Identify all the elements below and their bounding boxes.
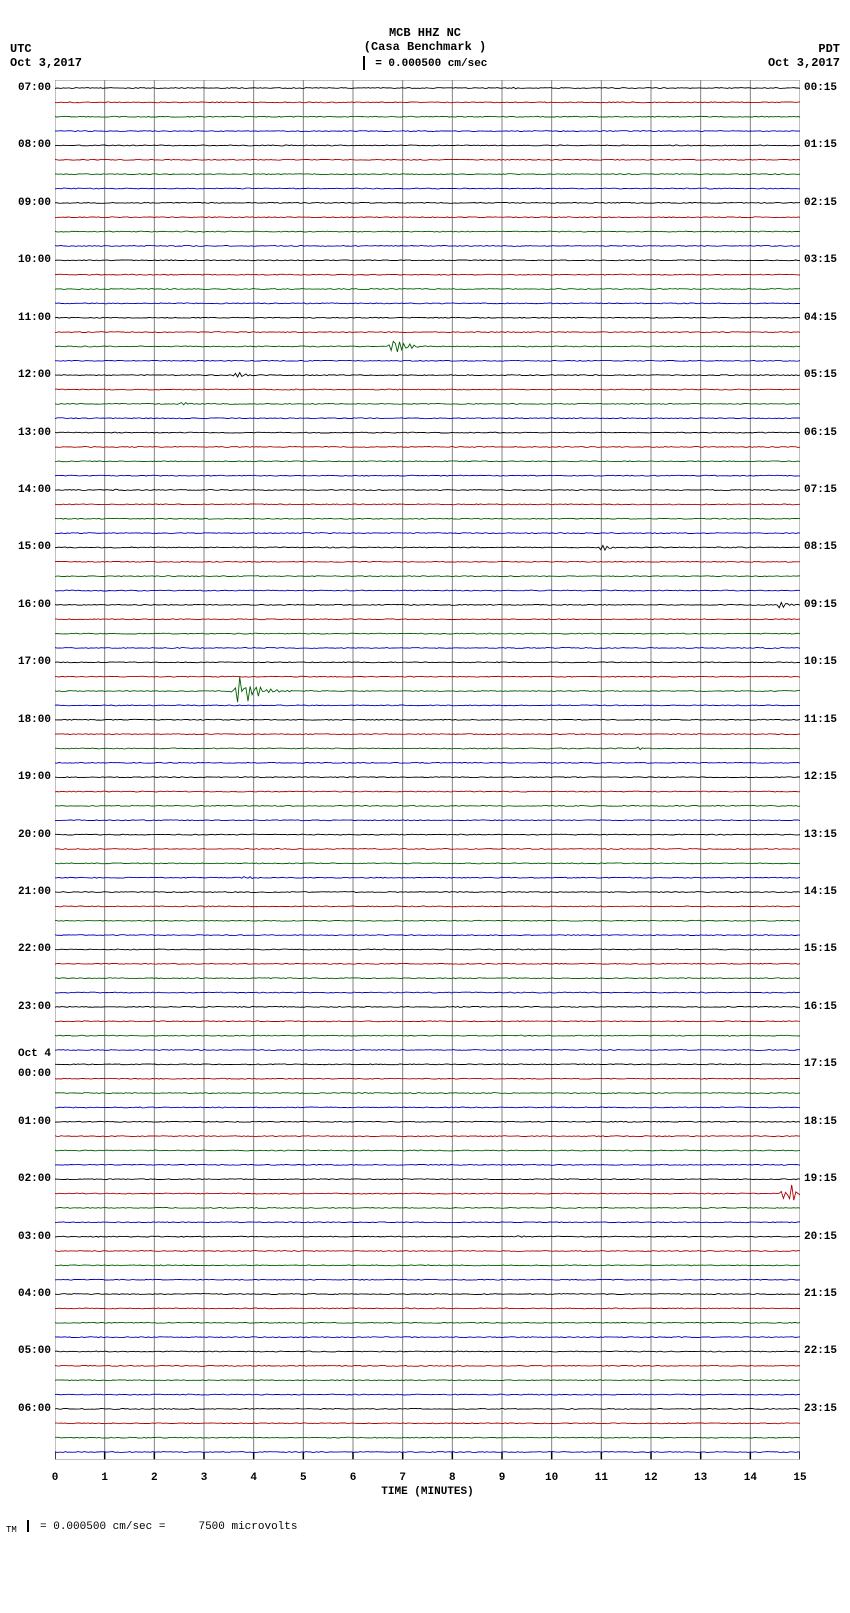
plot-area: 07:0008:0009:0010:0011:0012:0013:0014:00… [55, 80, 800, 1460]
left-hour-label: 23:00 [18, 1002, 51, 1013]
x-tick-label: 13 [694, 1472, 707, 1484]
left-hour-label: 09:00 [18, 198, 51, 209]
header: UTC Oct 3,2017 MCB HHZ NC (Casa Benchmar… [0, 0, 850, 80]
left-hour-label: 02:00 [18, 1174, 51, 1185]
trace [55, 619, 800, 620]
right-hour-label: 01:15 [804, 140, 837, 151]
left-hour-label: 16:00 [18, 600, 51, 611]
x-tick-label: 7 [399, 1472, 406, 1484]
left-hour-label: 08:00 [18, 140, 51, 151]
x-tick-label: 4 [250, 1472, 257, 1484]
right-hour-label: 06:15 [804, 428, 837, 439]
right-hour-label: 03:15 [804, 255, 837, 266]
right-hour-label: 15:15 [804, 944, 837, 955]
right-hour-label: 05:15 [804, 370, 837, 381]
scale-line: = 0.000500 cm/sec [0, 56, 850, 70]
x-tick-label: 12 [644, 1472, 657, 1484]
left-hour-label: 21:00 [18, 887, 51, 898]
footer-scale-bar-icon [27, 1520, 29, 1532]
left-hour-label: Oct 4 [18, 1049, 51, 1060]
right-hour-label: 08:15 [804, 542, 837, 553]
right-hour-label: 17:15 [804, 1059, 837, 1070]
tz-right-block: PDT Oct 3,2017 [768, 42, 840, 70]
left-hour-label: 12:00 [18, 370, 51, 381]
left-hour-label: 05:00 [18, 1346, 51, 1357]
x-tick-label: 8 [449, 1472, 456, 1484]
right-hour-label: 09:15 [804, 600, 837, 611]
left-hour-label: 22:00 [18, 944, 51, 955]
right-hour-label: 21:15 [804, 1289, 837, 1300]
x-tick-label: 1 [101, 1472, 108, 1484]
x-axis: TIME (MINUTES) 0123456789101112131415 [55, 1462, 800, 1502]
trace [55, 1409, 800, 1410]
x-tick-label: 15 [793, 1472, 806, 1484]
right-hour-label: 04:15 [804, 313, 837, 324]
right-hour-label: 16:15 [804, 1002, 837, 1013]
x-tick-label: 14 [744, 1472, 757, 1484]
x-tick-label: 0 [52, 1472, 59, 1484]
right-hour-label: 18:15 [804, 1117, 837, 1128]
tz-left-date: Oct 3,2017 [10, 56, 82, 70]
right-hour-label: 02:15 [804, 198, 837, 209]
x-tick-label: 5 [300, 1472, 307, 1484]
right-hour-label: 10:15 [804, 657, 837, 668]
footer-prefix: TM [6, 1525, 17, 1535]
left-hour-label: 13:00 [18, 428, 51, 439]
left-hour-label: 20:00 [18, 830, 51, 841]
left-hour-label: 04:00 [18, 1289, 51, 1300]
left-hour-label: 06:00 [18, 1404, 51, 1415]
scale-text: = 0.000500 cm/sec [375, 58, 487, 70]
footer-text-post: 7500 microvolts [198, 1521, 297, 1533]
x-tick-label: 3 [201, 1472, 208, 1484]
tz-left-block: UTC Oct 3,2017 [10, 42, 82, 70]
right-hour-label: 13:15 [804, 830, 837, 841]
footer: TM = 0.000500 cm/sec = 7500 microvolts [0, 1502, 850, 1545]
left-hour-label: 18:00 [18, 715, 51, 726]
left-hour-label: 11:00 [18, 313, 51, 324]
left-hour-label: 03:00 [18, 1232, 51, 1243]
left-hour-label: 15:00 [18, 542, 51, 553]
seismogram-page: UTC Oct 3,2017 MCB HHZ NC (Casa Benchmar… [0, 0, 850, 1545]
tz-left-label: UTC [10, 42, 82, 56]
left-hour-label: 00:00 [18, 1069, 51, 1080]
left-hour-label: 19:00 [18, 772, 51, 783]
right-hour-label: 12:15 [804, 772, 837, 783]
x-tick-label: 6 [350, 1472, 357, 1484]
right-hour-label: 22:15 [804, 1346, 837, 1357]
trace [55, 963, 800, 964]
right-hour-label: 00:15 [804, 83, 837, 94]
x-tick-label: 2 [151, 1472, 158, 1484]
left-hour-label: 17:00 [18, 657, 51, 668]
station-location: (Casa Benchmark ) [0, 40, 850, 54]
station-title: MCB HHZ NC [0, 26, 850, 40]
left-hour-label: 14:00 [18, 485, 51, 496]
tz-right-date: Oct 3,2017 [768, 56, 840, 70]
right-hour-label: 07:15 [804, 485, 837, 496]
left-hour-label: 10:00 [18, 255, 51, 266]
title-block: MCB HHZ NC (Casa Benchmark ) = 0.000500 … [0, 0, 850, 70]
left-hour-label: 01:00 [18, 1117, 51, 1128]
right-hour-label: 14:15 [804, 887, 837, 898]
x-tick-label: 11 [595, 1472, 608, 1484]
scale-bar-icon [363, 56, 365, 70]
right-hour-label: 20:15 [804, 1232, 837, 1243]
right-hour-label: 11:15 [804, 715, 837, 726]
x-tick-label: 10 [545, 1472, 558, 1484]
x-axis-title: TIME (MINUTES) [381, 1486, 473, 1498]
left-hour-label: 07:00 [18, 83, 51, 94]
trace [55, 834, 800, 835]
tz-right-label: PDT [768, 42, 840, 56]
right-hour-label: 23:15 [804, 1404, 837, 1415]
x-tick-label: 9 [499, 1472, 506, 1484]
right-hour-label: 19:15 [804, 1174, 837, 1185]
seismogram-svg [55, 80, 800, 1460]
footer-text-pre: = 0.000500 cm/sec = [40, 1521, 165, 1533]
